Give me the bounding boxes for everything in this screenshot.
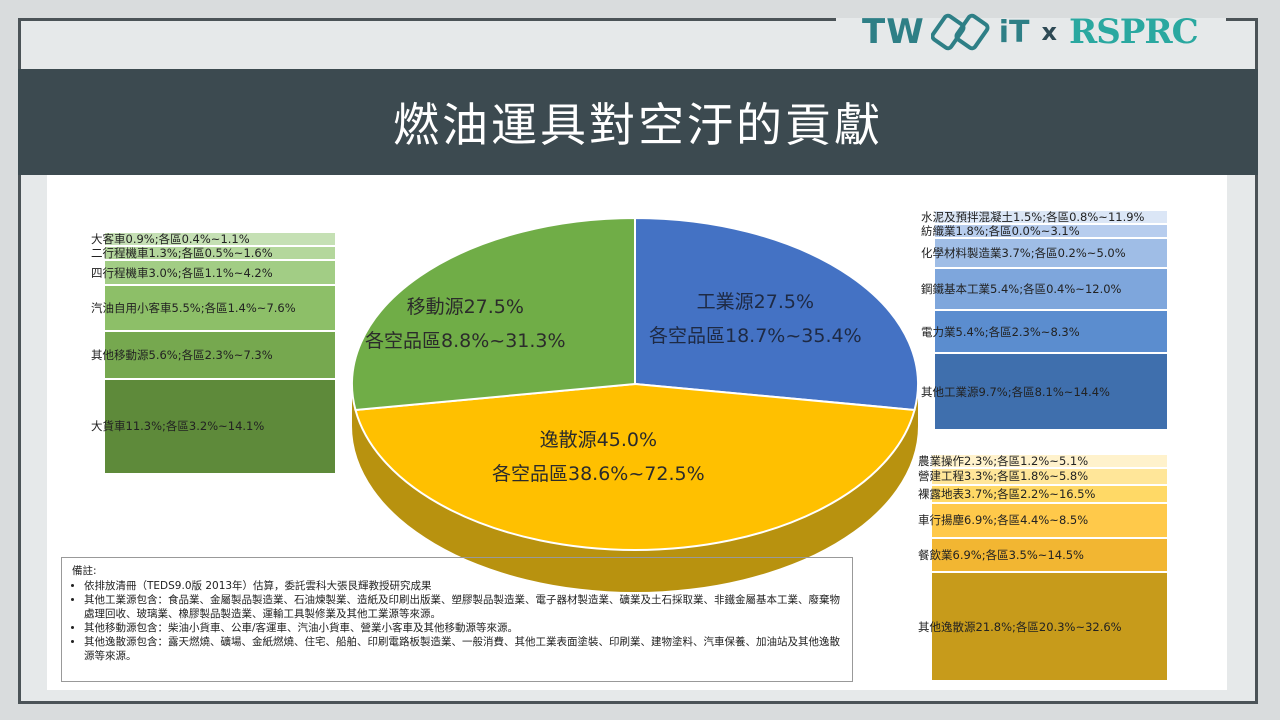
stack-segment-label: 電力業5.4%;各區2.3%~8.3%: [921, 324, 1080, 339]
notes-box: 備註: 依排放清冊（TEDS9.0版 2013年）估算，委託雲科大張艮輝教授研究…: [61, 557, 853, 682]
stack-segment: 裸露地表3.7%;各區2.2%~16.5%: [918, 485, 1167, 505]
pie-slice-label-name: 移動源27.5%: [406, 296, 524, 318]
pie-slice-label-name: 逸散源45.0%: [539, 429, 657, 451]
stack-segment-label: 農業操作2.3%;各區1.2%~5.1%: [918, 454, 1089, 468]
pie-slice-label-range: 各空品區18.7%~35.4%: [649, 325, 862, 347]
stack-segment: 四行程機車3.0%;各區1.1%~4.2%: [91, 261, 335, 287]
stack-segment-label: 其他移動源5.6%;各區2.3%~7.3%: [91, 347, 273, 362]
industrial-breakdown-stack: 水泥及預拌混凝土1.5%;各區0.8%~11.9% 紡織業1.8%;各區0.0%~…: [921, 210, 1167, 432]
pie-slice-label: 工業源27.5% 各空品區18.7%~35.4%: [649, 285, 862, 353]
stack-segment: 餐飲業6.9%;各區3.5%~14.5%: [918, 538, 1167, 574]
title-bar: 燃油運具對空汙的貢獻: [18, 69, 1258, 175]
stack-segment-label: 紡織業1.8%;各區0.0%~3.1%: [921, 224, 1080, 239]
stack-segment-label: 大客車0.9%;各區0.4%~1.1%: [91, 232, 250, 246]
pie-slice-industrial: [634, 216, 919, 412]
notes-heading: 備註:: [72, 565, 97, 577]
note-item: 依排放清冊（TEDS9.0版 2013年）估算，委託雲科大張艮輝教授研究成果: [84, 579, 842, 593]
stack-segment-label: 其他逸散源21.8%;各區20.3%~32.6%: [918, 619, 1122, 634]
stack-segment: 農業操作2.3%;各區1.2%~5.1%: [918, 454, 1167, 469]
stack-segment: 大客車0.9%;各區0.4%~1.1%: [91, 232, 335, 247]
stack-segment: 大貨車11.3%;各區3.2%~14.1%: [91, 379, 335, 475]
stack-segment-label: 其他工業源9.7%;各區8.1%~14.4%: [921, 384, 1110, 399]
stack-segment-label: 汽油自用小客車5.5%;各區1.4%~7.6%: [91, 301, 296, 316]
pie-slice-label: 逸散源45.0% 各空品區38.6%~72.5%: [492, 423, 705, 491]
pie-slice-label-name: 工業源27.5%: [696, 291, 814, 313]
frame-top-border: [18, 18, 836, 21]
note-item: 其他工業源包含：食品業、金屬製品製造業、石油煉製業、造紙及印刷出版業、塑膠製品製…: [84, 593, 842, 621]
stack-segment-label: 營建工程3.3%;各區1.8%~5.8%: [918, 469, 1089, 484]
stack-segment: 二行程機車1.3%;各區0.5%~1.6%: [91, 246, 335, 261]
pie-slice-label-range: 各空品區8.8%~31.3%: [365, 330, 566, 352]
logo: TW iT x RSPRC: [862, 8, 1222, 56]
pie-slice-side: [352, 384, 918, 592]
pie-slice-fugitive: [354, 382, 916, 552]
stack-segment: 水泥及預拌混凝土1.5%;各區0.8%~11.9%: [921, 210, 1167, 225]
stack-segment: 汽油自用小客車5.5%;各區1.4%~7.6%: [91, 286, 335, 333]
stack-segment: 其他逸散源21.8%;各區20.3%~32.6%: [918, 573, 1167, 683]
logo-text-tw: TW: [862, 12, 925, 52]
stack-segment: 其他工業源9.7%;各區8.1%~14.4%: [921, 354, 1167, 432]
stack-segment-label: 車行揚塵6.9%;各區4.4%~8.5%: [918, 513, 1089, 528]
logo-text-it: iT: [998, 14, 1030, 50]
note-item: 其他移動源包含：柴油小貨車、公車/客運車、汽油小貨車、營業小客車及其他移動源等來…: [84, 621, 842, 635]
notes-list: 依排放清冊（TEDS9.0版 2013年）估算，委託雲科大張艮輝教授研究成果 其…: [72, 579, 842, 663]
chart-area: 大客車0.9%;各區0.4%~1.1% 二行程機車1.3%;各區0.5%~1.6%…: [47, 175, 1227, 690]
stack-segment-label: 鋼鐵基本工業5.4%;各區0.4%~12.0%: [921, 281, 1122, 296]
stack-segment-label: 餐飲業6.9%;各區3.5%~14.5%: [918, 547, 1084, 562]
stack-segment: 車行揚塵6.9%;各區4.4%~8.5%: [918, 504, 1167, 539]
stack-segment-label: 化學材料製造業3.7%;各區0.2%~5.0%: [921, 245, 1126, 260]
stack-segment-label: 大貨車11.3%;各區3.2%~14.1%: [91, 419, 265, 433]
pie-slice-label-range: 各空品區38.6%~72.5%: [492, 463, 705, 485]
logo-chain-icon: [930, 13, 990, 51]
note-item: 其他逸散源包含：露天燃燒、礦場、金紙燃燒、住宅、船舶、印刷電路板製造業、一般消費…: [84, 635, 842, 663]
stack-segment-label: 二行程機車1.3%;各區0.5%~1.6%: [91, 246, 273, 260]
stack-segment-label: 四行程機車3.0%;各區1.1%~4.2%: [91, 265, 273, 280]
pie-slice-label: 移動源27.5% 各空品區8.8%~31.3%: [365, 290, 566, 358]
stack-segment: 其他移動源5.6%;各區2.3%~7.3%: [91, 332, 335, 380]
stack-segment-label: 裸露地表3.7%;各區2.2%~16.5%: [918, 486, 1096, 501]
stack-segment: 鋼鐵基本工業5.4%;各區0.4%~12.0%: [921, 268, 1167, 312]
stack-segment: 電力業5.4%;各區2.3%~8.3%: [921, 311, 1167, 355]
stack-segment: 紡織業1.8%;各區0.0%~3.1%: [921, 224, 1167, 240]
stack-segment-label: 水泥及預拌混凝土1.5%;各區0.8%~11.9%: [921, 210, 1145, 224]
stack-segment: 營建工程3.3%;各區1.8%~5.8%: [918, 469, 1167, 486]
frame-top-border-right: [1226, 18, 1258, 21]
pie-slice-mobile: [351, 216, 636, 412]
slide-title: 燃油運具對空汙的貢獻: [393, 98, 883, 152]
mobile-breakdown-stack: 大客車0.9%;各區0.4%~1.1% 二行程機車1.3%;各區0.5%~1.6%…: [91, 232, 335, 475]
stack-segment: 化學材料製造業3.7%;各區0.2%~5.0%: [921, 239, 1167, 269]
pie-chart: [351, 216, 919, 592]
logo-text-x: x: [1041, 18, 1057, 46]
fugitive-breakdown-stack: 農業操作2.3%;各區1.2%~5.1% 營建工程3.3%;各區1.8%~5.8%…: [918, 454, 1167, 683]
logo-text-rsprc: RSPRC: [1068, 12, 1199, 52]
